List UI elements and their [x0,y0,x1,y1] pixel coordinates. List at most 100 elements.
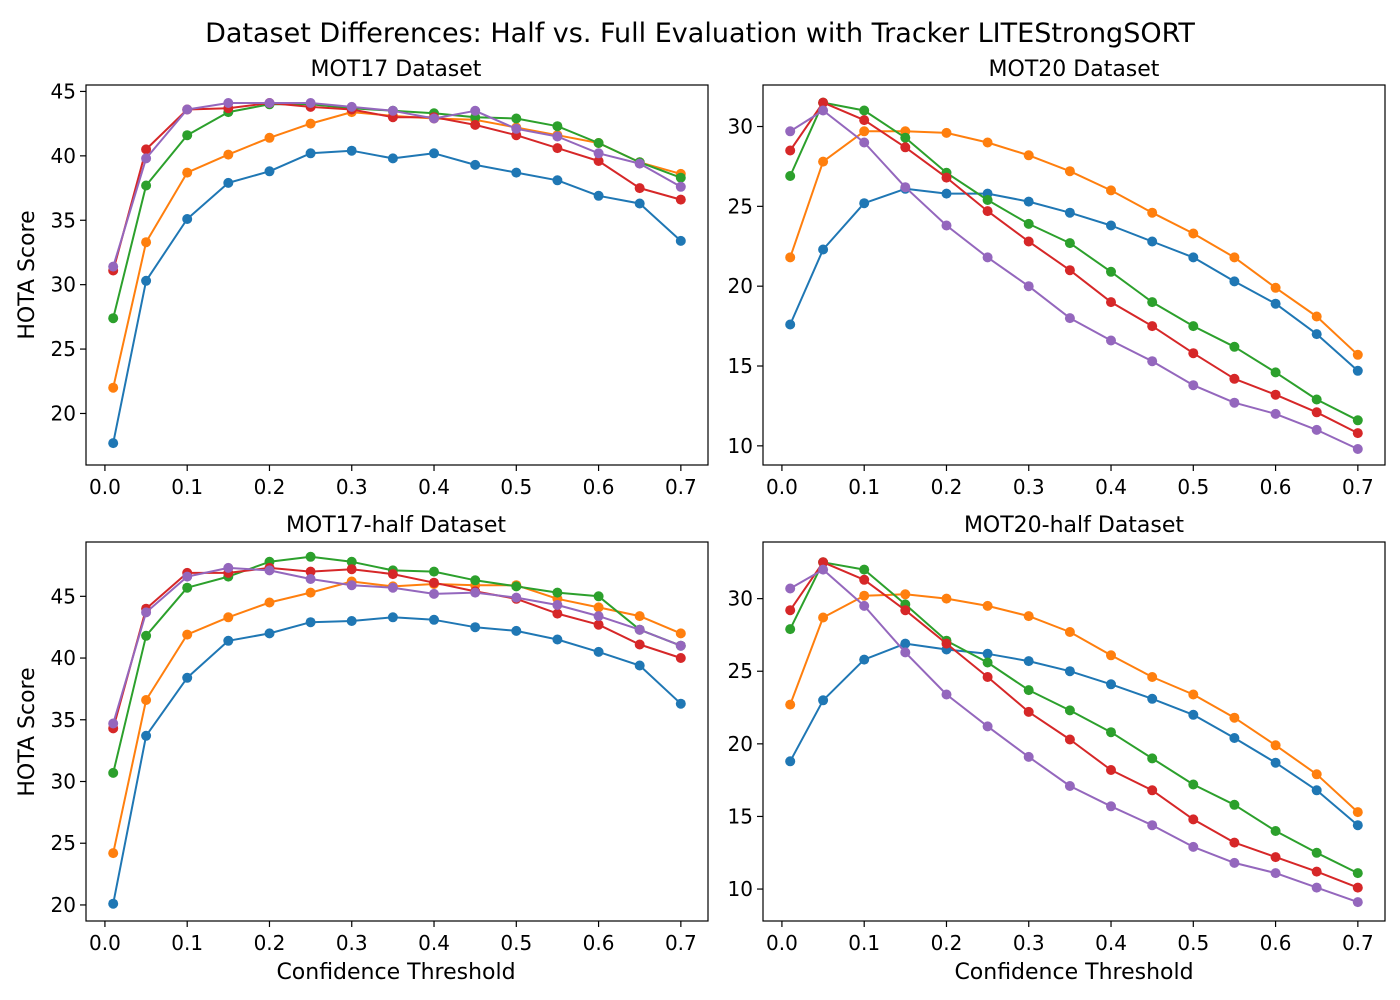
data-point [941,188,952,199]
data-point [1106,297,1116,308]
data-point [941,127,952,138]
data-point [941,593,952,604]
data-point [1229,712,1240,723]
axes-frame [762,84,1386,466]
data-point [1106,266,1116,277]
data-point [1064,265,1075,276]
data-point [141,607,152,618]
x-tick-label: 0.4 [1095,475,1127,499]
data-point [982,648,993,659]
data-point [223,98,234,108]
series-line [112,616,682,904]
data-point [593,602,604,613]
data-point [982,721,993,732]
data-point [675,698,686,709]
data-point [470,622,481,633]
series-4 [108,98,686,276]
data-point [1064,207,1075,218]
data-point [859,126,870,137]
series-line [789,187,1359,372]
series-5 [108,98,686,272]
series-1 [108,145,686,449]
y-tick-label: 15 [728,354,753,378]
series-line [789,593,1359,813]
data-point [818,97,829,108]
data-point [1270,367,1281,378]
data-point [264,597,275,608]
data-point [1188,779,1199,790]
data-point [108,261,119,272]
data-point [305,98,316,108]
y-axis-label: HOTA Score [15,210,40,339]
data-point [182,167,193,178]
plot-area: 0.0 0.1 0.2 0.3 0.4 0.5 0.6 0.7 20 25 30 35 40 45 [51,79,709,499]
data-point [1188,814,1199,825]
data-point [1023,751,1034,762]
data-point [1106,220,1116,231]
data-point [141,275,152,286]
x-tick-label: 0.1 [171,931,203,955]
data-point [1106,765,1116,775]
data-point [1023,656,1034,667]
data-point [264,628,275,639]
x-tick-label: 0.0 [766,475,798,499]
data-point [675,235,686,246]
x-tick-label: 0.0 [89,931,121,955]
data-point [1147,672,1158,682]
x-tick-label: 0.6 [583,931,615,955]
series-2 [785,126,1363,360]
x-tick-label: 0.5 [1177,931,1209,955]
data-point [1147,356,1158,367]
data-point [1311,329,1322,340]
y-tick-label: 35 [51,708,76,732]
data-point [859,115,870,126]
data-point [1147,820,1158,831]
data-point [818,557,829,568]
x-tick-label: 0.7 [1342,475,1374,499]
data-point [941,220,952,231]
data-point [1270,298,1281,309]
data-point [264,166,275,177]
data-point [223,149,234,160]
data-point [470,159,481,170]
data-point [141,630,152,641]
x-tick-label: 0.3 [1013,931,1045,955]
data-point [1188,228,1199,239]
data-point [675,653,686,663]
data-point [593,148,604,159]
plot-area: 0.0 0.1 0.2 0.3 0.4 0.5 0.6 0.7 10 15 20 25 30 [728,84,1386,499]
data-point [470,105,481,116]
data-point [1270,389,1281,400]
data-point [941,172,952,183]
data-point [108,313,119,324]
data-point [1106,727,1116,738]
x-tick-label: 0.1 [848,475,880,499]
data-point [859,564,870,575]
data-point [1106,679,1116,690]
data-point [675,181,686,192]
data-point [1229,341,1240,352]
data-point [1147,321,1158,332]
data-point [1106,335,1116,346]
chart-mot20-half: MOT20-half Dataset 0.0 0.1 0.2 0.3 0.4 0.5 0.6… [728,513,1386,985]
y-tick-label: 10 [728,877,753,901]
data-point [1270,757,1281,768]
data-point [429,614,439,625]
series-3 [785,557,1363,879]
data-point [182,629,193,640]
data-point [1106,650,1116,661]
y-tick-label: 30 [51,273,76,297]
data-point [264,565,275,576]
data-point [264,98,275,108]
data-point [859,574,870,585]
data-point [785,583,796,594]
data-point [108,767,119,778]
data-point [593,646,604,657]
data-point [1064,313,1075,324]
data-point [859,654,870,665]
data-point [1147,753,1158,764]
data-point [1023,706,1034,717]
data-point [429,588,439,599]
data-point [785,699,796,710]
y-tick-label: 25 [728,659,753,683]
